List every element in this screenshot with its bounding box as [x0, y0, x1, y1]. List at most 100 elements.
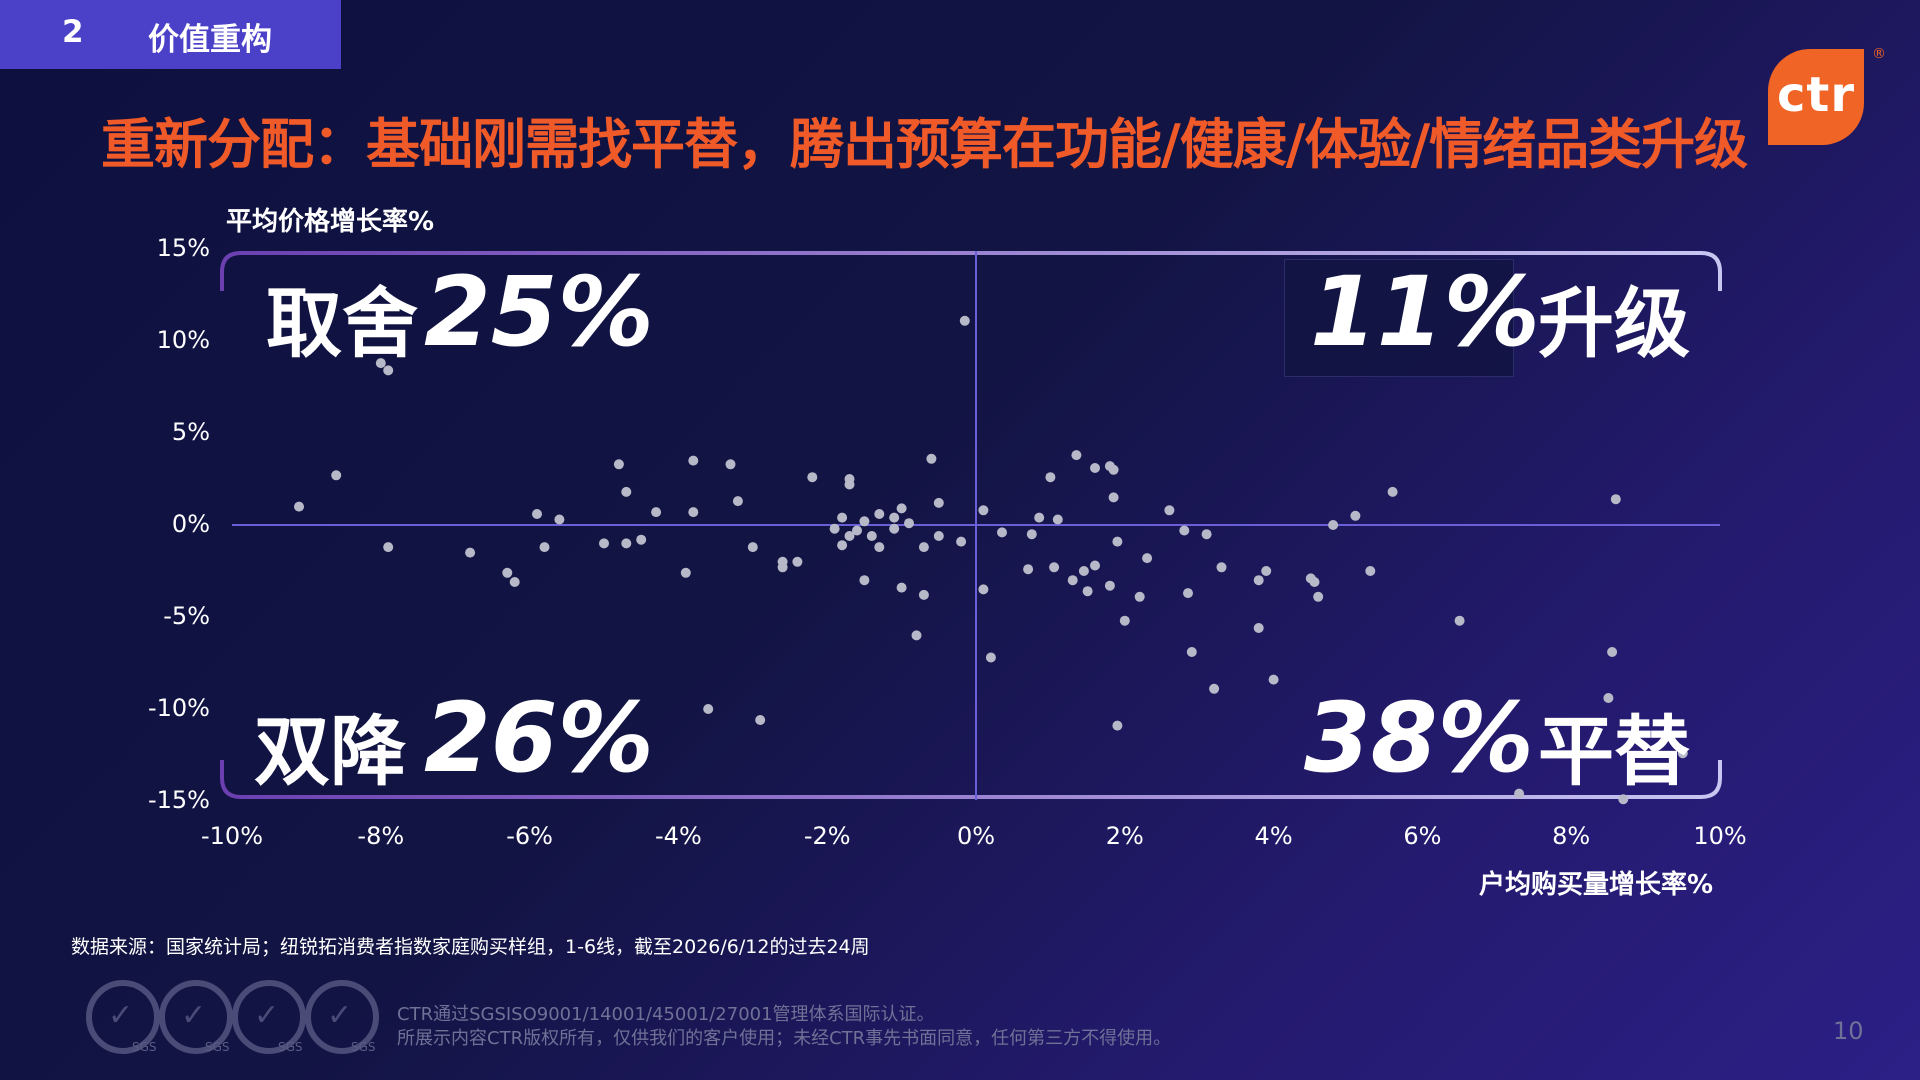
- data-point: [509, 577, 520, 587]
- bottom-bracket: [220, 760, 1722, 799]
- data-point: [725, 459, 736, 470]
- data-point: [1071, 450, 1082, 461]
- quadrant-label-tradeoff: 取舍: [266, 279, 418, 368]
- data-point: [554, 514, 565, 525]
- data-point: [651, 507, 662, 518]
- data-point: [1186, 647, 1197, 657]
- section-tab: 2 价值重构: [0, 0, 341, 69]
- upgrade-pct-box: [1284, 259, 1514, 377]
- data-point: [1119, 615, 1130, 626]
- slide-title: 重新分配：基础刚需找平替，腾出预算在功能/健康/体验/情绪品类升级: [101, 113, 1748, 176]
- x-tick-label: 6%: [1403, 822, 1442, 850]
- quadrant-label-upgrade: 升级: [1538, 279, 1690, 368]
- data-point: [792, 556, 803, 567]
- y-tick-label: -5%: [163, 602, 210, 630]
- data-point: [1603, 693, 1614, 703]
- data-point: [1090, 463, 1100, 473]
- data-point: [1067, 575, 1078, 586]
- data-point: [889, 523, 900, 534]
- data-point: [896, 503, 907, 514]
- data-point: [1090, 560, 1100, 571]
- data-point: [1034, 512, 1045, 523]
- x-tick-label: 0%: [956, 822, 996, 850]
- data-point: [844, 474, 855, 484]
- data-point: [1209, 683, 1220, 694]
- data-point: [1045, 472, 1056, 483]
- data-point: [1164, 505, 1175, 516]
- data-point: [1610, 494, 1621, 505]
- data-point: [852, 525, 862, 536]
- data-point: [502, 567, 513, 578]
- data-point: [621, 538, 632, 549]
- page-number: 10: [1833, 1017, 1864, 1045]
- data-point: [1350, 510, 1361, 521]
- x-tick-label: -4%: [655, 822, 702, 850]
- y-tick-label: 5%: [171, 418, 210, 446]
- data-point: [1387, 486, 1398, 497]
- x-tick-label: 4%: [1254, 822, 1293, 850]
- data-point: [1142, 553, 1153, 564]
- y-axis-label: 平均价格增长率%: [226, 207, 435, 237]
- data-point: [680, 567, 691, 578]
- data-point: [1454, 615, 1465, 626]
- section-label: 价值重构: [148, 22, 272, 58]
- x-tick-label: -2%: [803, 822, 851, 850]
- data-point: [1261, 566, 1272, 576]
- data-point: [985, 652, 996, 663]
- data-point: [959, 315, 970, 326]
- section-number: 2: [62, 14, 84, 50]
- data-point: [331, 470, 342, 481]
- legal-line-2: 所展示内容CTR版权所有，仅供我们的客户使用；未经CTR事先书面同意，任何第三方…: [397, 1028, 1172, 1049]
- data-point: [532, 509, 542, 519]
- data-point: [1134, 591, 1145, 602]
- data-point: [1026, 529, 1037, 540]
- y-tick-label: -10%: [147, 694, 210, 722]
- data-point: [375, 358, 386, 369]
- x-tick-label: -6%: [506, 822, 553, 850]
- data-point: [613, 459, 624, 470]
- data-point: [1201, 529, 1212, 540]
- x-axis-label: 户均购买量增长率%: [1478, 870, 1713, 900]
- data-point: [933, 497, 944, 508]
- sgs-cert-icon: ✓ SGS: [232, 980, 306, 1054]
- x-tick-label: -8%: [357, 822, 405, 850]
- data-point: [874, 509, 885, 519]
- data-point: [844, 531, 855, 541]
- data-point: [1112, 536, 1123, 547]
- top-bracket: [220, 251, 1722, 291]
- data-point: [1216, 562, 1227, 573]
- y-tick-label: 0%: [171, 510, 210, 538]
- data-point: [978, 505, 989, 516]
- data-point: [859, 516, 870, 527]
- data-point: [874, 542, 885, 553]
- registered-mark: ®: [1872, 46, 1886, 62]
- data-point: [1108, 464, 1119, 475]
- data-point: [383, 365, 394, 376]
- sgs-cert-icon: ✓ SGS: [159, 980, 233, 1054]
- data-point: [1112, 720, 1123, 731]
- data-point: [1328, 520, 1339, 530]
- data-point: [1365, 566, 1376, 576]
- data-point: [383, 542, 394, 553]
- x-tick-label: 2%: [1105, 822, 1144, 850]
- data-point: [1607, 647, 1618, 657]
- data-point: [1078, 566, 1089, 576]
- data-point: [1253, 575, 1264, 586]
- data-point: [956, 536, 967, 547]
- data-point: [599, 538, 609, 549]
- quadrant-pct-tradeoff: 25%: [424, 256, 654, 368]
- data-point: [837, 512, 848, 523]
- data-point: [1183, 588, 1193, 599]
- data-point: [465, 547, 476, 558]
- points-group: [294, 315, 1688, 805]
- data-point: [911, 630, 922, 641]
- data-point: [621, 486, 632, 497]
- legal-line-1: CTR通过SGSISO9001/14001/45001/27001管理体系国际认…: [397, 1004, 935, 1025]
- sgs-cert-icon: ✓ SGS: [86, 980, 160, 1054]
- data-point: [918, 589, 929, 600]
- quadrant-pct-substitute: 38%: [1304, 682, 1534, 794]
- data-point: [1049, 562, 1060, 573]
- data-point: [1313, 591, 1324, 602]
- ctr-logo: ctr: [1768, 49, 1864, 145]
- x-tick-label: 8%: [1552, 822, 1591, 850]
